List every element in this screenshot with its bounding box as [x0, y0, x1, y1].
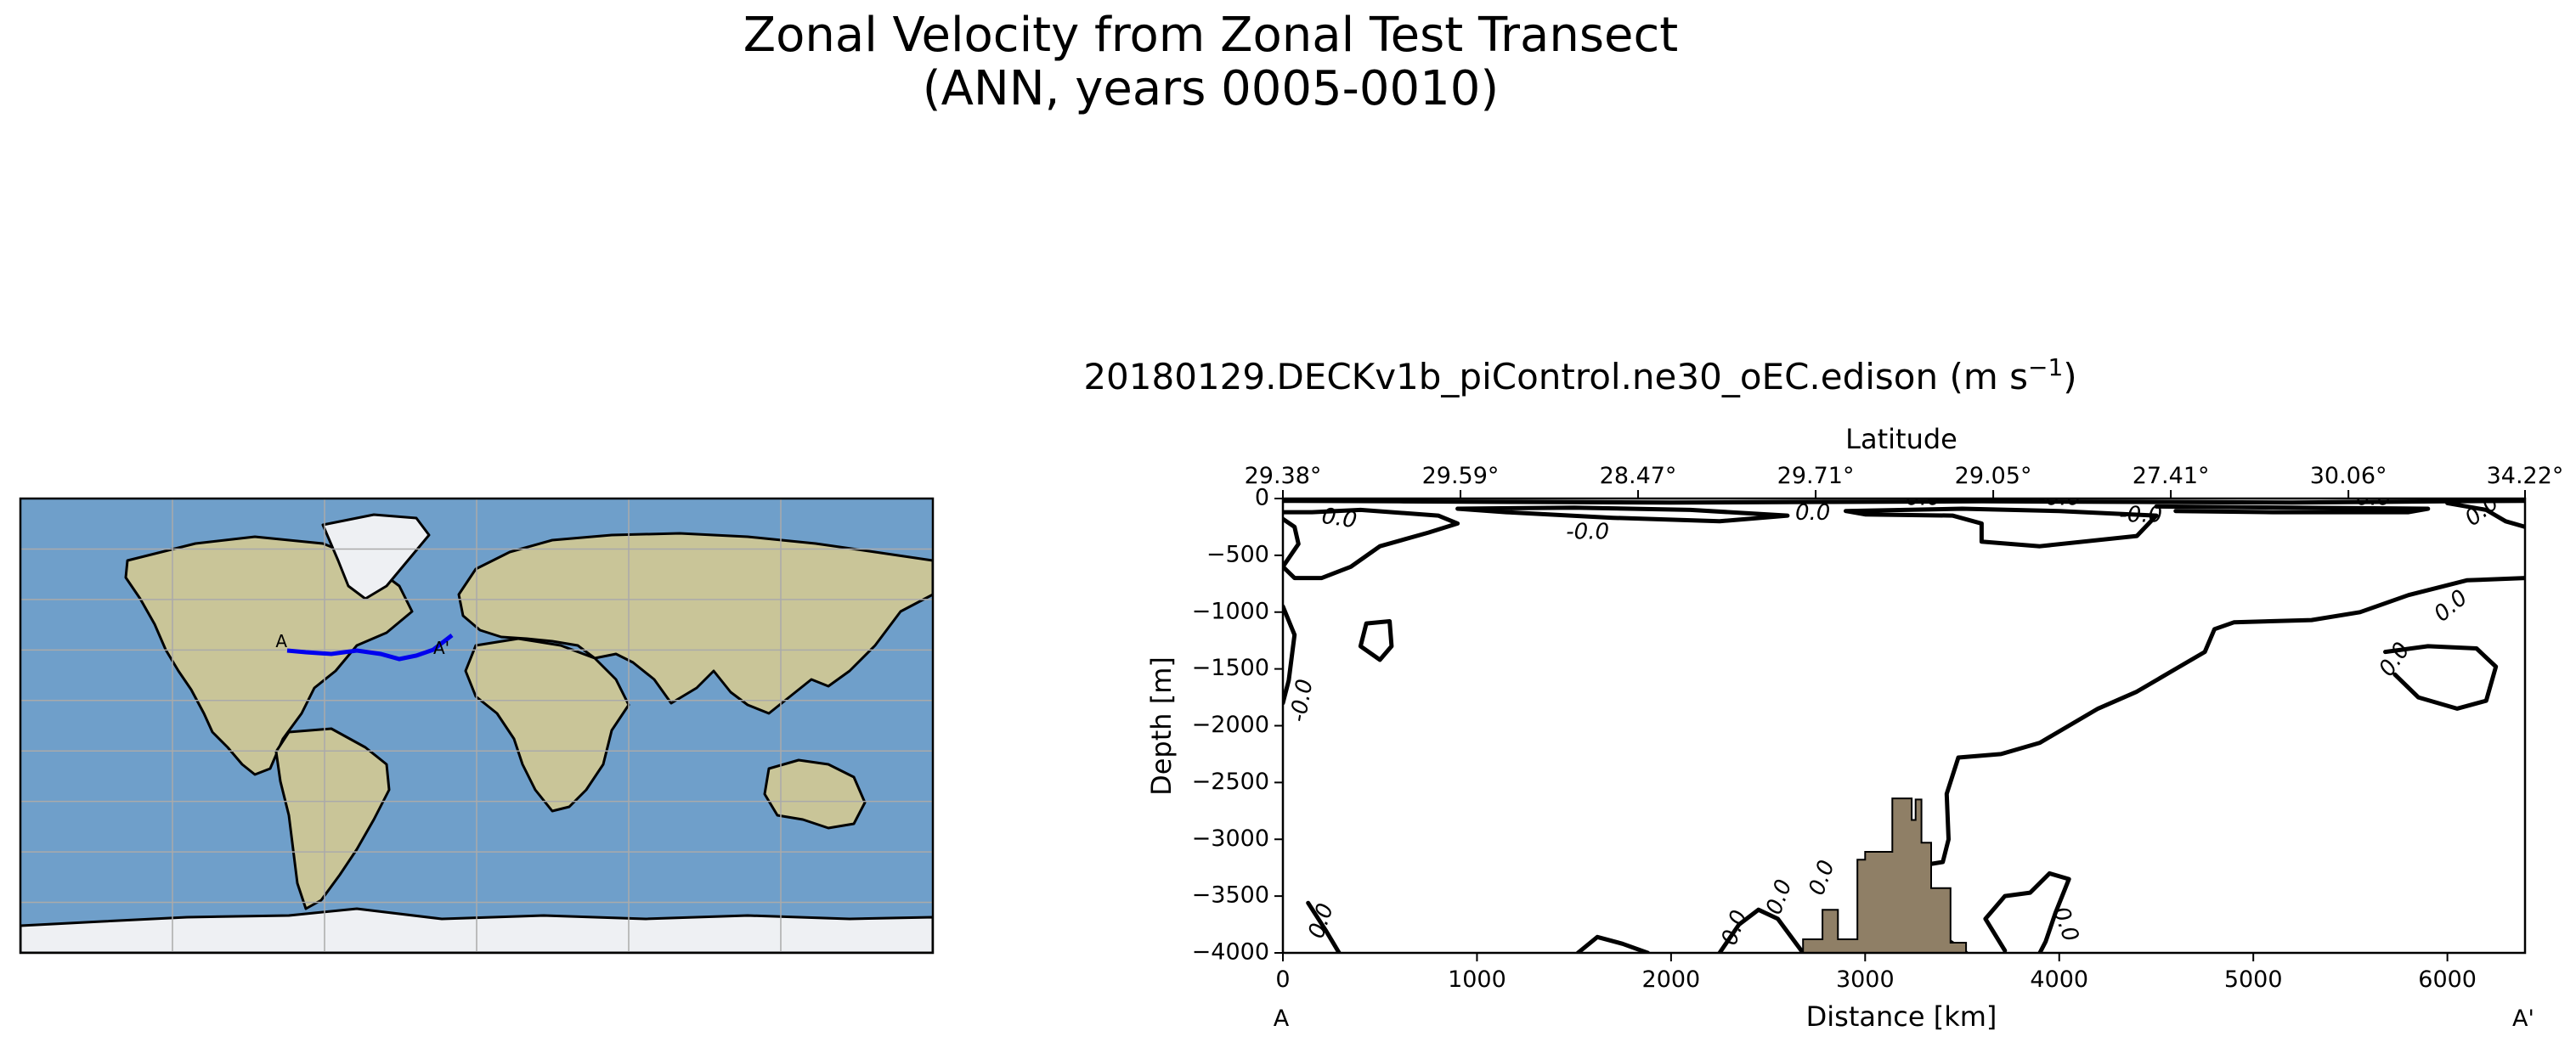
y-axis-label: Depth [m]	[1145, 656, 1178, 796]
contour-label: 0.0	[1320, 504, 1359, 533]
contour-line	[1358, 619, 1394, 662]
contour-label: 0.0	[2356, 486, 2391, 511]
y-tick-label: −1500	[1192, 655, 1269, 681]
chart-title-close: )	[2063, 356, 2076, 397]
top-tick-label: 29.71°	[1777, 463, 1855, 489]
contour-line	[1283, 507, 1460, 581]
contour-line	[1455, 505, 1790, 524]
contour-label: -0.0	[1566, 520, 1609, 545]
x-tick-label: 1000	[1448, 966, 1506, 993]
y-tick-label: −2000	[1192, 712, 1269, 738]
contour-line	[2154, 504, 2431, 515]
contour-line	[2445, 500, 2525, 529]
contour-label: 0.0	[1795, 500, 1830, 526]
x-tick-label: 2000	[1642, 966, 1701, 993]
contour-line	[1844, 506, 2159, 549]
contour-line	[1283, 499, 2525, 505]
contour-label: -0.0	[2119, 503, 2162, 528]
x-tick-label: 3000	[1836, 966, 1895, 993]
y-tick-label: −1000	[1192, 598, 1269, 624]
x-tick-label: 6000	[2418, 966, 2477, 993]
top-tick-label: 34.22°	[2487, 463, 2564, 489]
y-tick-label: 0	[1255, 485, 1269, 511]
transect-chart: 20180129.DECKv1b_piControl.ne30_oEC.edis…	[1083, 353, 2563, 1033]
x-tick-label: 4000	[2030, 966, 2088, 993]
landmass-south-america	[274, 727, 391, 910]
seafloor-bathymetry	[1802, 797, 1968, 953]
transect-path	[286, 634, 454, 662]
end-point-label: A'	[2512, 1006, 2534, 1032]
contour-label: 0.0	[1906, 486, 1940, 511]
y-tick-label: −2500	[1192, 769, 1269, 795]
landmass-eurasia	[457, 532, 933, 715]
x-tick-label: 0	[1275, 966, 1290, 993]
y-tick-label: −3500	[1192, 882, 1269, 909]
contour-label: -0.0	[2037, 486, 2081, 511]
chart-title-superscript: −1	[2028, 353, 2063, 381]
transect-map: A A'	[19, 497, 935, 955]
chart-title-main: 20180129.DECKv1b_piControl.ne30_oEC.edis…	[1083, 356, 2028, 397]
y-tick-label: −500	[1206, 541, 1269, 567]
contour-line	[1306, 900, 1342, 953]
x-axis-label: Distance [km]	[1806, 1000, 1997, 1033]
landmass-greenland	[321, 513, 431, 600]
transect-start-label: A	[275, 631, 287, 651]
figure-title-line2: (ANN, years 0005-0010)	[923, 61, 1500, 116]
y-tick-label: −4000	[1192, 939, 1269, 966]
plot-area: 0.0-0.00.00.0-0.0-0.00.00.00.00.0-0.00.0…	[1192, 463, 2564, 993]
contour-line	[2383, 644, 2499, 711]
x-tick-label: 5000	[2224, 966, 2283, 993]
landmass-africa	[464, 637, 630, 813]
top-tick-label: 30.06°	[2310, 463, 2387, 489]
top-tick-label: 28.47°	[1600, 463, 1677, 489]
top-tick-label: 29.38°	[1245, 463, 1322, 489]
contour-line	[1983, 871, 2071, 953]
start-point-label: A	[1274, 1006, 1290, 1032]
map-gridlines	[20, 499, 933, 953]
contour-line	[1717, 907, 1805, 953]
y-tick-label: −3000	[1192, 825, 1269, 852]
contour-line	[1575, 934, 1650, 953]
top-tick-label: 29.59°	[1422, 463, 1500, 489]
landmass-australia	[763, 758, 867, 830]
map-frame	[19, 497, 935, 955]
figure-title-line1: Zonal Velocity from Zonal Test Transect	[743, 8, 1678, 63]
transect-end-label: A'	[433, 638, 449, 658]
contour-line	[1283, 604, 1297, 706]
chart-title: 20180129.DECKv1b_piControl.ne30_oEC.edis…	[1083, 353, 2076, 397]
top-tick-label: 27.41°	[2133, 463, 2210, 489]
top-axis-label: Latitude	[1845, 423, 1957, 455]
top-tick-label: 29.05°	[1955, 463, 2032, 489]
